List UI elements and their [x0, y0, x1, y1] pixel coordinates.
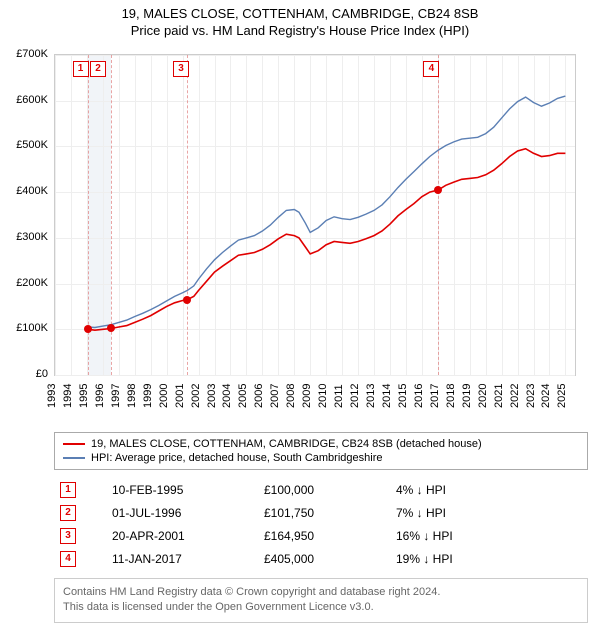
event-marker-4: 4 — [423, 61, 439, 77]
title-subtitle: Price paid vs. HM Land Registry's House … — [10, 23, 590, 38]
plot-region: 12 3 4 — [54, 54, 576, 376]
x-tick-label: 2007 — [269, 384, 281, 408]
x-tick-label: 2000 — [158, 384, 170, 408]
grid-line-h — [55, 375, 575, 376]
event-num-badge: 4 — [60, 551, 76, 567]
sale-point — [183, 296, 191, 304]
event-row: 2 01-JUL-1996£101,7507% ↓ HPI — [54, 501, 588, 524]
x-tick-label: 2015 — [397, 384, 409, 408]
x-tick-label: 1994 — [62, 384, 74, 408]
x-tick-label: 2010 — [317, 384, 329, 408]
x-tick-label: 2013 — [365, 384, 377, 408]
x-tick-label: 2008 — [285, 384, 297, 408]
event-price: £405,000 — [258, 547, 390, 570]
legend-swatch — [63, 443, 85, 445]
title-address: 19, MALES CLOSE, COTTENHAM, CAMBRIDGE, C… — [10, 6, 590, 21]
x-tick-label: 2023 — [525, 384, 537, 408]
event-marker-2: 2 — [90, 61, 106, 77]
x-tick-label: 2009 — [301, 384, 313, 408]
x-tick-label: 1995 — [78, 384, 90, 408]
event-delta: 4% ↓ HPI — [390, 478, 588, 501]
legend-item: HPI: Average price, detached house, Sout… — [63, 451, 579, 465]
series-hpi — [88, 96, 565, 327]
x-tick-label: 2004 — [221, 384, 233, 408]
sale-point — [107, 324, 115, 332]
legend-label: 19, MALES CLOSE, COTTENHAM, CAMBRIDGE, C… — [91, 438, 482, 450]
footer-note: Contains HM Land Registry data © Crown c… — [54, 578, 588, 623]
event-delta: 7% ↓ HPI — [390, 501, 588, 524]
event-date: 20-APR-2001 — [106, 524, 258, 547]
footer-line2: This data is licensed under the Open Gov… — [63, 600, 579, 615]
x-tick-label: 2014 — [381, 384, 393, 408]
x-tick-label: 1998 — [126, 384, 138, 408]
event-price: £101,750 — [258, 501, 390, 524]
event-date: 10-FEB-1995 — [106, 478, 258, 501]
legend: 19, MALES CLOSE, COTTENHAM, CAMBRIDGE, C… — [54, 432, 588, 470]
x-tick-label: 1993 — [46, 384, 58, 408]
x-tick-label: 2005 — [237, 384, 249, 408]
x-tick-label: 2012 — [349, 384, 361, 408]
chart-area: 12 3 4 £0 £100K £200K £300K £400K £500K £600K £70… — [12, 46, 588, 426]
events-table: 1 10-FEB-1995£100,0004% ↓ HPI 2 01-JUL-1996… — [54, 478, 588, 570]
x-tick-label: 2018 — [445, 384, 457, 408]
y-tick-label: £500K — [12, 139, 48, 151]
x-tick-label: 2002 — [190, 384, 202, 408]
event-date: 01-JUL-1996 — [106, 501, 258, 524]
sale-point — [434, 186, 442, 194]
x-tick-label: 2022 — [509, 384, 521, 408]
y-tick-label: £600K — [12, 94, 48, 106]
event-num-badge: 1 — [60, 482, 76, 498]
x-tick-label: 2025 — [556, 384, 568, 408]
event-row: 3 20-APR-2001£164,95016% ↓ HPI — [54, 524, 588, 547]
y-tick-label: £200K — [12, 277, 48, 289]
y-tick-label: £100K — [12, 322, 48, 334]
event-marker-3: 3 — [173, 61, 189, 77]
x-tick-label: 2017 — [429, 384, 441, 408]
event-marker-1: 1 — [73, 61, 89, 77]
x-tick-label: 1996 — [94, 384, 106, 408]
event-row: 1 10-FEB-1995£100,0004% ↓ HPI — [54, 478, 588, 501]
x-tick-label: 1997 — [110, 384, 122, 408]
footer-line1: Contains HM Land Registry data © Crown c… — [63, 585, 579, 600]
chart-container: 19, MALES CLOSE, COTTENHAM, CAMBRIDGE, C… — [0, 0, 600, 623]
event-delta: 16% ↓ HPI — [390, 524, 588, 547]
series-price_paid — [88, 149, 565, 331]
sale-point — [84, 325, 92, 333]
legend-swatch — [63, 457, 85, 459]
x-tick-label: 2016 — [413, 384, 425, 408]
title-block: 19, MALES CLOSE, COTTENHAM, CAMBRIDGE, C… — [0, 0, 600, 42]
y-tick-label: £400K — [12, 185, 48, 197]
x-tick-label: 2021 — [493, 384, 505, 408]
legend-label: HPI: Average price, detached house, Sout… — [91, 452, 382, 464]
event-num-badge: 3 — [60, 528, 76, 544]
event-delta: 19% ↓ HPI — [390, 547, 588, 570]
line-layer — [55, 55, 575, 375]
legend-item: 19, MALES CLOSE, COTTENHAM, CAMBRIDGE, C… — [63, 437, 579, 451]
x-tick-label: 2011 — [333, 384, 345, 408]
event-row: 4 11-JAN-2017£405,00019% ↓ HPI — [54, 547, 588, 570]
x-tick-label: 2020 — [477, 384, 489, 408]
y-tick-label: £0 — [12, 368, 48, 380]
x-tick-label: 2019 — [461, 384, 473, 408]
x-tick-label: 2001 — [174, 384, 186, 408]
event-price: £100,000 — [258, 478, 390, 501]
x-tick-label: 1999 — [142, 384, 154, 408]
y-tick-label: £700K — [12, 48, 48, 60]
x-tick-label: 2024 — [540, 384, 552, 408]
event-num-badge: 2 — [60, 505, 76, 521]
event-date: 11-JAN-2017 — [106, 547, 258, 570]
x-tick-label: 2003 — [206, 384, 218, 408]
y-tick-label: £300K — [12, 231, 48, 243]
event-price: £164,950 — [258, 524, 390, 547]
x-tick-label: 2006 — [253, 384, 265, 408]
